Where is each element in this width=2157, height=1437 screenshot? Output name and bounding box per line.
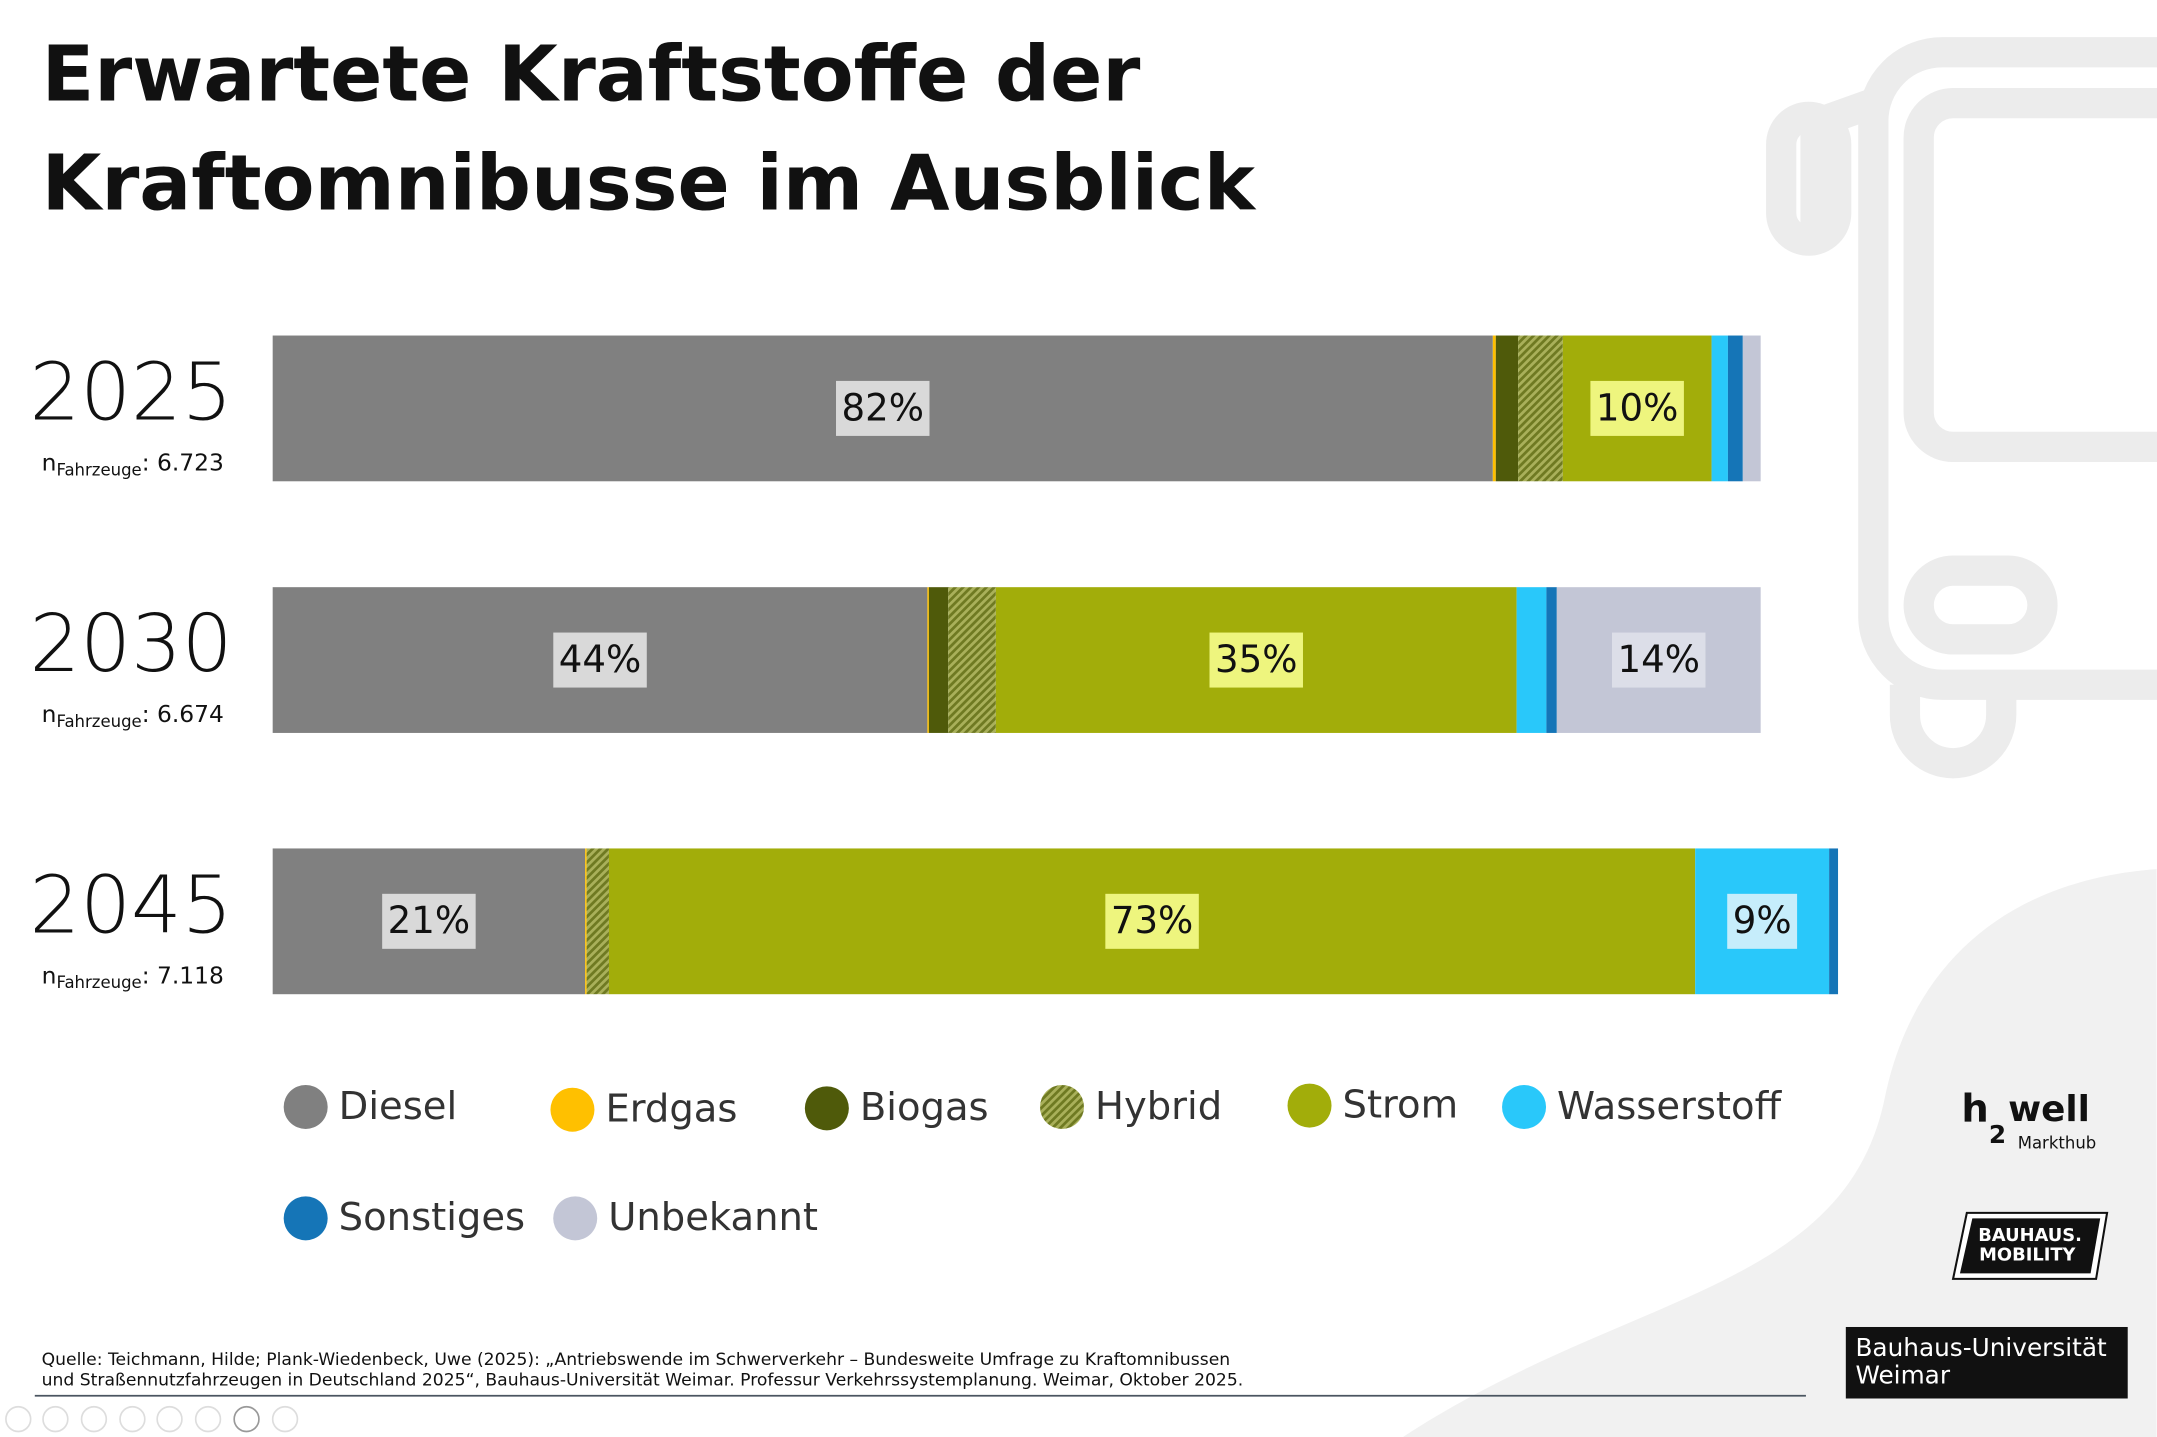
logo-mobility: BAUHAUS. MOBILITY	[1951, 1211, 2109, 1280]
value-label: 35%	[1215, 638, 1297, 681]
legend-swatch	[283, 1084, 328, 1129]
sample-symbol: n	[42, 448, 57, 476]
value-label-bg	[553, 632, 647, 688]
title-line: Kraftomnibusse im Ausblick	[42, 139, 1257, 228]
value-label-bg	[1590, 380, 1684, 436]
legend-label: Sonstiges	[339, 1195, 525, 1240]
background-decor	[1403, 37, 2157, 1437]
bar-segment	[1492, 335, 1496, 482]
logo-text: 2	[1989, 1120, 2006, 1149]
bar-segment	[948, 587, 996, 733]
value-label-bg	[1727, 893, 1798, 949]
logo-text: well	[2008, 1089, 2090, 1130]
value-label-bg	[1105, 893, 1199, 949]
value-label: 10%	[1596, 386, 1678, 429]
legend-label: Diesel	[339, 1084, 457, 1129]
legend-swatch	[283, 1196, 328, 1241]
logo-text: h	[1961, 1087, 1988, 1132]
logo-university: Bauhaus-Universität Weimar	[1845, 1326, 2128, 1399]
bar-segment	[1518, 335, 1563, 482]
value-label-bg	[1209, 632, 1303, 688]
title: Erwartete Kraftstoffe der Kraftomnibusse…	[42, 31, 1257, 229]
title-line: Erwartete Kraftstoffe der	[42, 31, 1141, 120]
logo-text: BAUHAUS.	[1978, 1225, 2082, 1246]
sample-symbol: n	[42, 961, 57, 989]
logo-text: Weimar	[1855, 1360, 1950, 1389]
legend-swatch	[1039, 1084, 1085, 1129]
bar-segment	[1516, 587, 1547, 733]
sample-count: : 7.118	[142, 961, 224, 989]
value-label: 44%	[559, 638, 641, 681]
bar-segment	[928, 587, 949, 733]
sample-subscript: Fahrzeuge	[56, 973, 141, 992]
value-label: 21%	[388, 899, 470, 942]
toolbar	[5, 1405, 299, 1433]
category-label: 2045	[30, 858, 233, 951]
sample-symbol: n	[42, 700, 57, 728]
source: und Straßennutzfahrzeugen in Deutschland…	[42, 1371, 1244, 1391]
legend-swatch	[1287, 1083, 1332, 1128]
value-label-bg	[836, 380, 930, 436]
legend-swatch	[553, 1196, 598, 1241]
value-label: 9%	[1733, 899, 1792, 942]
sample-subscript: Fahrzeuge	[56, 711, 141, 730]
bar-segment	[586, 848, 609, 995]
legend-swatch	[804, 1086, 849, 1131]
bar-segment	[1546, 587, 1557, 733]
legend-swatch	[550, 1087, 595, 1132]
sample-count: : 6.674	[142, 700, 224, 728]
sample-count: : 6.723	[142, 448, 224, 476]
category-label: 2030	[30, 597, 233, 690]
bar-segment	[1727, 335, 1743, 482]
sample-size: nFahrzeuge: 7.118	[42, 961, 224, 992]
bar-segment	[1742, 335, 1761, 482]
bar-segment	[927, 587, 929, 733]
legend-label: Biogas	[860, 1085, 989, 1130]
logo-text: Markthub	[2018, 1134, 2097, 1153]
logo-h2well: h 2 well Markthub	[1961, 1087, 2096, 1153]
legend-label: Unbekannt	[608, 1195, 818, 1240]
logo-text: MOBILITY	[1979, 1244, 2076, 1265]
category-label: 2025	[30, 345, 233, 438]
sample-size: nFahrzeuge: 6.723	[42, 448, 224, 479]
value-label: 82%	[842, 386, 924, 429]
logo-text: Bauhaus-Universität	[1855, 1333, 2107, 1362]
bar-segment	[585, 848, 587, 995]
sample-subscript: Fahrzeuge	[56, 460, 141, 479]
legend-swatch	[1502, 1084, 1547, 1129]
value-label-bg	[382, 893, 476, 949]
sample-size: nFahrzeuge: 6.674	[42, 700, 224, 731]
legend-label: Hybrid	[1095, 1084, 1222, 1129]
legend-label: Erdgas	[605, 1087, 737, 1132]
bar-segment	[1711, 335, 1728, 482]
value-label-bg	[1611, 632, 1706, 688]
legend-label: Wasserstoff	[1557, 1084, 1783, 1129]
legend-label: Strom	[1343, 1082, 1459, 1127]
value-label: 14%	[1617, 638, 1699, 681]
bar-segment	[1829, 848, 1839, 995]
value-label: 73%	[1111, 899, 1193, 942]
bar-segment	[1495, 335, 1519, 482]
source: Quelle: Teichmann, Hilde; Plank-Wiedenbe…	[42, 1350, 1231, 1370]
